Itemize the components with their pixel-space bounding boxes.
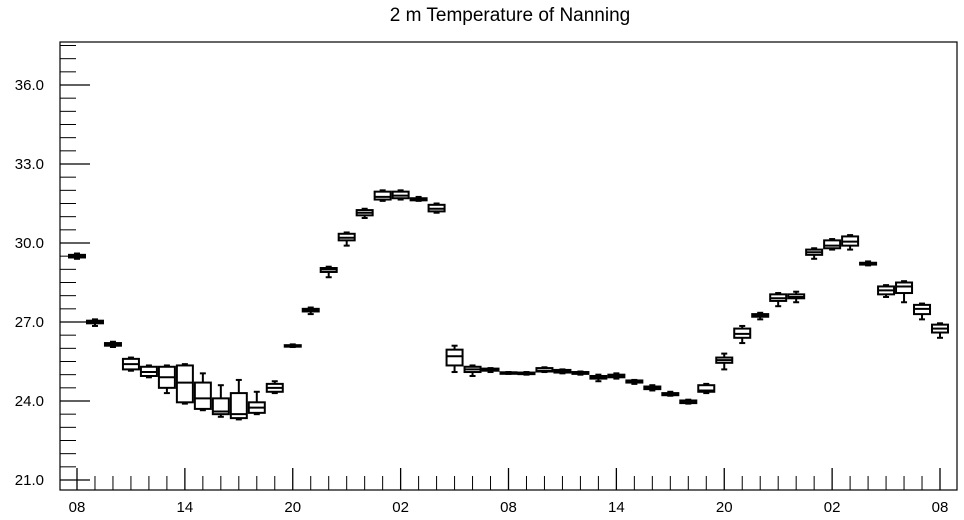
box-item (139, 364, 158, 379)
box-item (769, 292, 788, 308)
x-tick-label: 14 (608, 499, 625, 516)
box-item (571, 370, 590, 376)
y-tick-label: 30.0 (15, 235, 44, 252)
box-item (301, 306, 320, 316)
y-tick-label: 36.0 (15, 77, 44, 94)
box-item (211, 384, 230, 418)
y-axis: 21.0 24.0 27.0 30.0 33.0 36.0 (15, 45, 90, 489)
chart-title: 2 m Temperature of Nanning (390, 5, 630, 26)
boxplot-series (68, 189, 949, 421)
plot-frame (59, 41, 958, 491)
box-item (319, 265, 338, 279)
box-body (211, 397, 230, 416)
box-item (841, 234, 860, 251)
box-item (481, 367, 500, 374)
box-item (787, 290, 806, 304)
x-tick-label: 08 (500, 499, 517, 516)
box-item (193, 372, 212, 412)
box-item (931, 322, 949, 339)
y-tick-label: 24.0 (15, 393, 44, 410)
box-item (68, 252, 86, 260)
box-body (373, 190, 392, 201)
box-item (247, 390, 266, 416)
box-item (175, 363, 194, 405)
box-item (445, 344, 464, 374)
box-item (283, 343, 302, 349)
box-item (643, 384, 662, 392)
x-tick-label: 02 (392, 499, 409, 516)
box-item (913, 302, 932, 321)
y-tick-label: 33.0 (15, 156, 44, 173)
box-item (517, 371, 536, 376)
box-item (355, 207, 374, 219)
box-item (859, 260, 878, 267)
x-tick-label: 14 (177, 499, 194, 516)
box-item (553, 368, 572, 375)
y-tick-label: 21.0 (15, 472, 44, 489)
box-item (157, 364, 176, 395)
x-axis: 08 14 20 02 08 14 20 02 08 (69, 468, 949, 516)
box-item (337, 231, 356, 247)
box-item (715, 352, 734, 371)
box-body (697, 384, 716, 393)
box-item (733, 324, 752, 345)
box-body (823, 239, 842, 250)
box-item (391, 189, 410, 201)
box-body (193, 381, 212, 410)
x-tick-label: 08 (69, 499, 86, 516)
box-item (409, 195, 428, 202)
box-item (805, 247, 824, 260)
box-body (895, 281, 914, 295)
x-tick-label: 02 (824, 499, 841, 516)
x-tick-label: 08 (932, 499, 949, 516)
box-item (121, 356, 140, 372)
box-item (229, 378, 248, 421)
y-tick-label: 27.0 (15, 314, 44, 331)
x-tick-label: 20 (716, 499, 733, 516)
box-item (589, 373, 608, 383)
box-item (751, 311, 770, 321)
box-body (445, 348, 464, 367)
box-item (895, 280, 914, 304)
box-item (373, 189, 392, 202)
box-item (85, 318, 104, 327)
box-item (103, 340, 122, 349)
box-item (661, 390, 680, 397)
box-item (607, 372, 626, 380)
box-body (175, 364, 194, 404)
box-item (463, 364, 482, 377)
box-item (697, 382, 716, 395)
box-item (877, 284, 896, 298)
box-item (265, 380, 284, 395)
box-item (499, 371, 518, 375)
box-item (427, 202, 446, 214)
box-item (535, 366, 554, 374)
box-item (823, 238, 842, 251)
box-body (229, 392, 248, 420)
box-item (679, 398, 698, 405)
x-tick-label: 20 (284, 499, 301, 516)
box-item (625, 378, 644, 385)
